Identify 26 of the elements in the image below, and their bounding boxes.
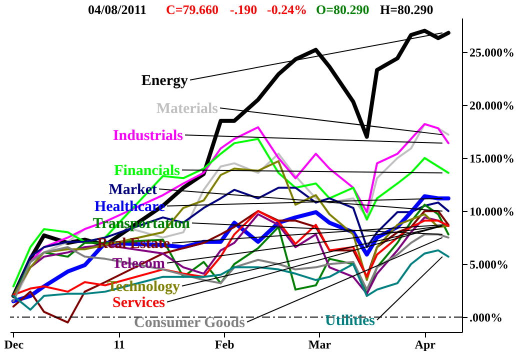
x-tick-label: Feb bbox=[214, 338, 235, 352]
text: O=80.290 bbox=[316, 2, 370, 17]
text: Industrials bbox=[112, 128, 184, 144]
text: 04/08/2011 bbox=[88, 2, 147, 17]
line-series bbox=[12, 249, 450, 311]
text: H=80.290 bbox=[380, 2, 434, 17]
series-label: Services bbox=[112, 295, 166, 311]
series-label: Telecom bbox=[112, 256, 166, 272]
y-tick-label: 10.000% bbox=[470, 204, 514, 219]
x-tick-label: Apr bbox=[414, 338, 436, 352]
y-tick-label: 5.000% bbox=[470, 258, 508, 272]
series-label: Utilities bbox=[325, 313, 376, 329]
text: Materials bbox=[156, 101, 218, 117]
x-tick-label: 11 bbox=[114, 338, 125, 352]
y-tick-label: .000% bbox=[470, 310, 502, 325]
y-tick-label: 25.000% bbox=[470, 45, 514, 60]
text: -.190 bbox=[230, 2, 258, 17]
text: Energy bbox=[141, 73, 188, 89]
series-label: Financials bbox=[114, 163, 180, 179]
x-tick-label: Mar bbox=[308, 338, 332, 352]
text: -0.24% bbox=[267, 2, 308, 17]
y-tick-label: 20.000% bbox=[470, 98, 514, 112]
y-tick-label: 15.000% bbox=[470, 152, 514, 166]
text: Consumer Goods bbox=[134, 315, 246, 331]
x-tick-label: Dec bbox=[4, 338, 24, 352]
text: C=79.660 bbox=[166, 2, 219, 17]
